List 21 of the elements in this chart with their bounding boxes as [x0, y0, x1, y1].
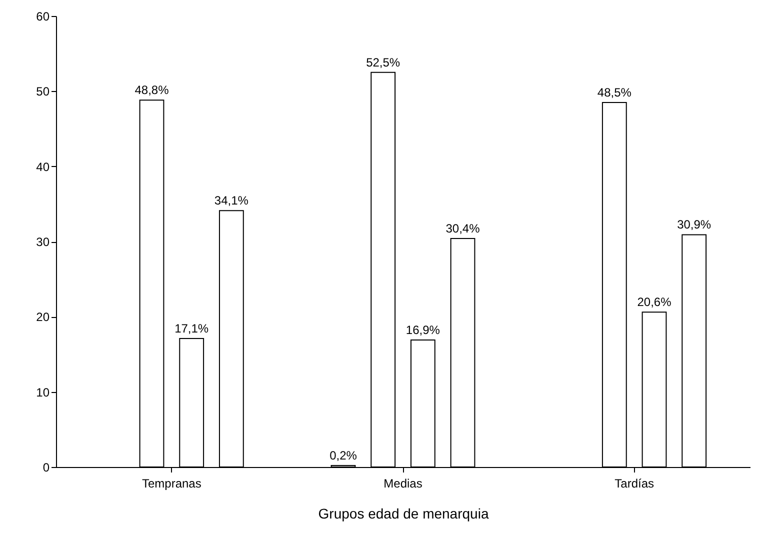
x-axis-title: Grupos edad de menarquia	[318, 506, 489, 522]
x-tick-label: Tardías	[614, 476, 654, 490]
data-label: 30,4%	[446, 221, 480, 236]
y-tick-label: 20	[36, 310, 50, 324]
data-label: 52,5%	[366, 55, 400, 70]
data-label: 17,1%	[174, 321, 209, 336]
data-label: 30,9%	[677, 218, 712, 232]
y-tick-label: 0	[42, 460, 50, 474]
data-label: 0,2%	[330, 448, 358, 462]
y-tick-label: 10	[36, 385, 50, 400]
data-label: 20,6%	[637, 295, 672, 310]
y-tick-label: 60	[36, 10, 50, 24]
x-tick-label: Medias	[384, 476, 422, 490]
data-label: 16,9%	[406, 322, 440, 337]
x-tick-label: Tempranas	[142, 476, 202, 490]
data-label: 48,8%	[134, 83, 170, 98]
y-tick-label: 30	[36, 235, 50, 249]
y-tick-label: 40	[36, 160, 50, 174]
data-label: 48,5%	[597, 85, 632, 100]
y-tick-label: 50	[36, 84, 50, 99]
data-label: 34,1%	[214, 194, 249, 208]
